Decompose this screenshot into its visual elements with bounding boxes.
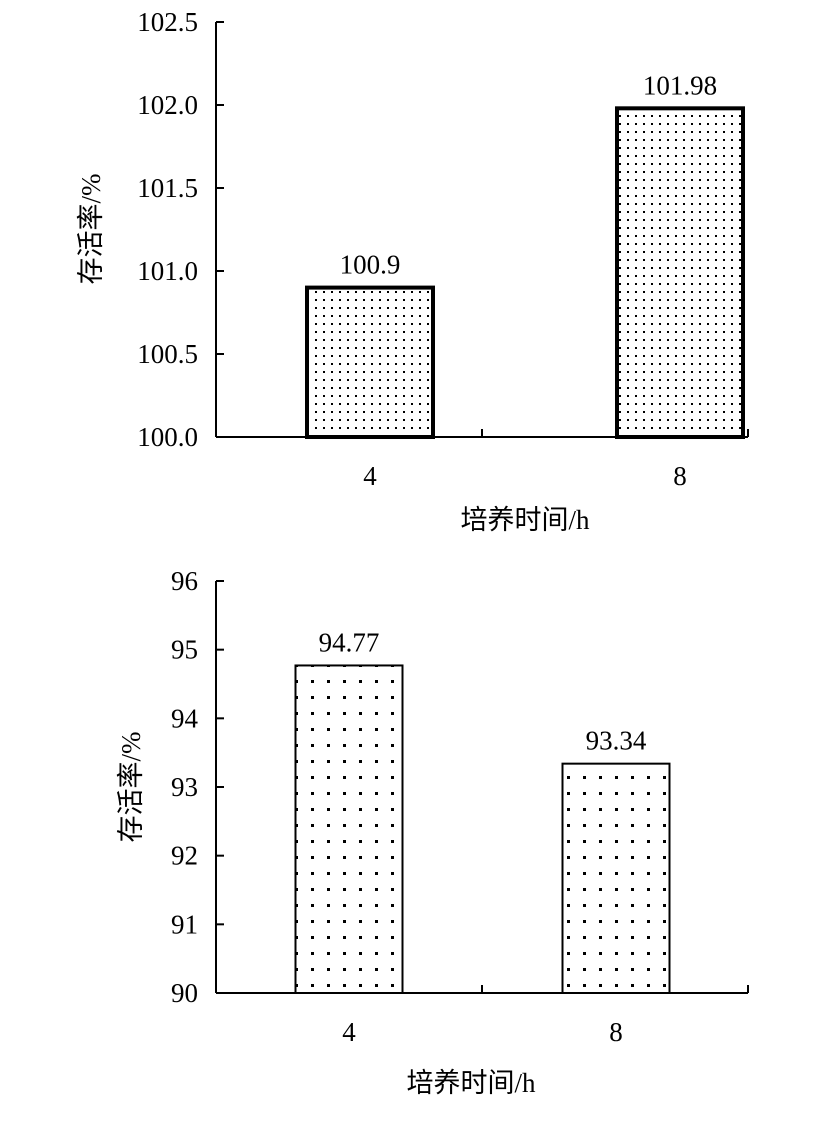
- y-tick-label: 101.0: [137, 256, 198, 286]
- y-tick-label: 94: [171, 703, 199, 733]
- y-tick-label: 90: [171, 978, 198, 1008]
- bar-8h: [561, 762, 671, 994]
- survival-rate-chart-top: 存活率/% 培养时间/h 100.0 100.5 101.0 101.5 102.0 10…: [0, 0, 824, 545]
- y-axis-title: 存活率/%: [116, 732, 146, 843]
- bar-data-label: 94.77: [319, 627, 380, 657]
- y-tick-label: 92: [171, 841, 198, 871]
- survival-rate-chart-bottom: 存活率/% 培养时间/h 90 91 92 93 94 95 96 94.77 4 93.34 8: [0, 545, 824, 1132]
- x-category-label: 8: [609, 1017, 623, 1047]
- y-tick-label: 100.5: [137, 339, 198, 369]
- y-tick-label: 93: [171, 772, 198, 802]
- y-axis-title: 存活率/%: [76, 174, 106, 285]
- bar-4h: [305, 285, 435, 439]
- y-tick-label: 100.0: [137, 422, 198, 452]
- x-category-label: 4: [342, 1017, 356, 1047]
- x-category-label: 8: [673, 461, 687, 491]
- y-tick-label: 91: [171, 909, 198, 939]
- bar-4h: [294, 664, 404, 995]
- x-category-label: 4: [363, 461, 377, 491]
- y-tick-label: 101.5: [137, 173, 198, 203]
- x-axis-title: 培养时间/h: [460, 505, 590, 535]
- y-tick-label: 95: [171, 635, 198, 665]
- y-tick-label: 96: [171, 566, 198, 596]
- y-tick-label: 102.5: [137, 7, 198, 37]
- chart-bottom-svg: 存活率/% 培养时间/h 90 91 92 93 94 95 96 94.77 4 93.34 8: [116, 566, 749, 1098]
- bar-data-label: 101.98: [643, 70, 717, 100]
- bar-data-label: 93.34: [586, 726, 647, 756]
- bar-8h: [615, 106, 745, 439]
- x-axis-title: 培养时间/h: [406, 1068, 536, 1098]
- bar-data-label: 100.9: [340, 250, 401, 280]
- chart-top-svg: 存活率/% 培养时间/h 100.0 100.5 101.0 101.5 102.0 10…: [76, 7, 749, 535]
- y-tick-label: 102.0: [137, 90, 198, 120]
